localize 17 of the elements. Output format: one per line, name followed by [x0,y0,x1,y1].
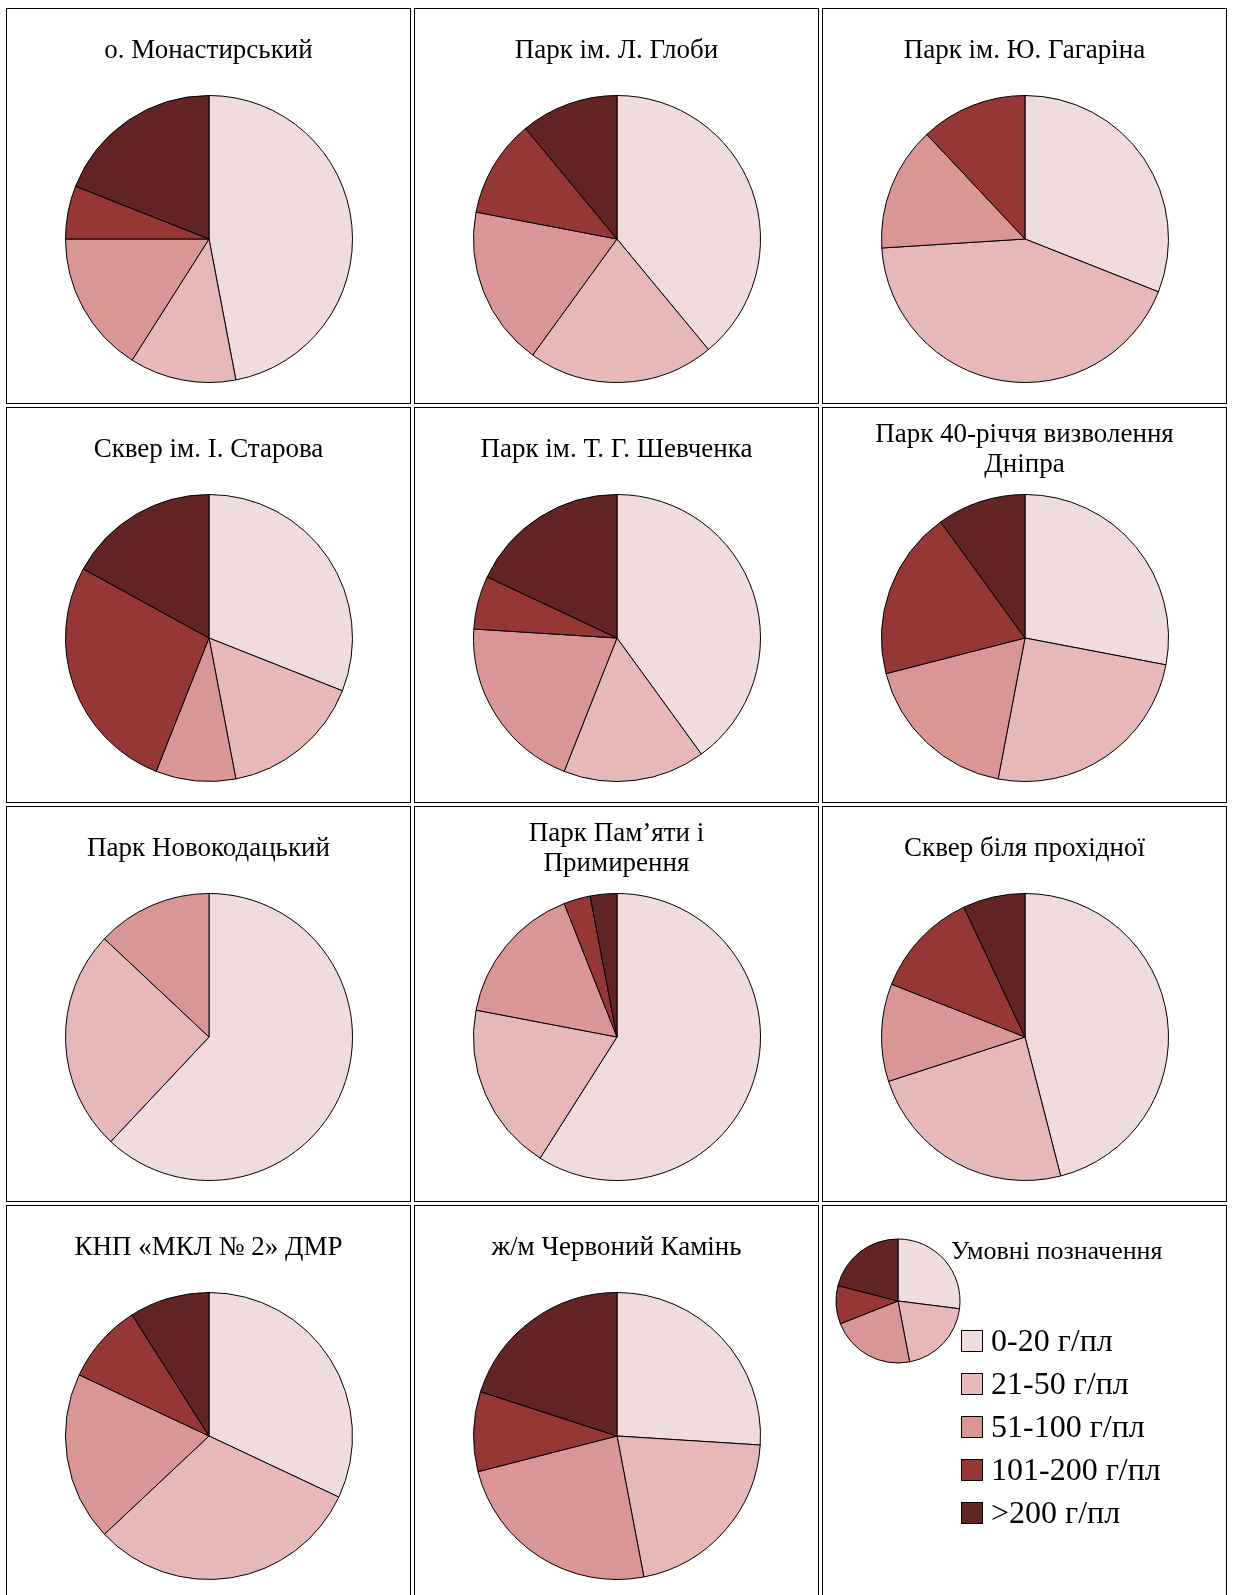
chart-title: Сквер біля прохідної [903,831,1146,864]
chart-title: Парк ім. Т. Г. Шевченка [479,432,754,465]
chart-title: Парк ім. Л. Глоби [513,33,720,66]
chart-title: Сквер ім. І. Старова [92,432,325,465]
legend-label: 101-200 г/пл [991,1451,1161,1488]
chart-title: Парк Новокодацький [86,831,331,864]
text: ж/м Червоний Камінь [490,1230,743,1263]
legend-title: Умовні позначення [951,1236,1164,1266]
chart-title: Парк Пам’яти і Примирення [527,816,706,879]
legend-label: 0-20 г/пл [991,1322,1113,1359]
chart-title: Парк 40-річчя визволення Дніпра [874,417,1175,480]
legend-label: 21-50 г/пл [991,1365,1129,1402]
legend-label: >200 г/пл [991,1494,1121,1531]
chart-title: КНП «МКЛ № 2» ДМР [73,1230,344,1263]
legend-label: 51-100 г/пл [991,1408,1145,1445]
chart-title: Парк ім. Ю. Гагаріна [902,33,1147,66]
chart-title: о. Монастирський [103,33,314,66]
